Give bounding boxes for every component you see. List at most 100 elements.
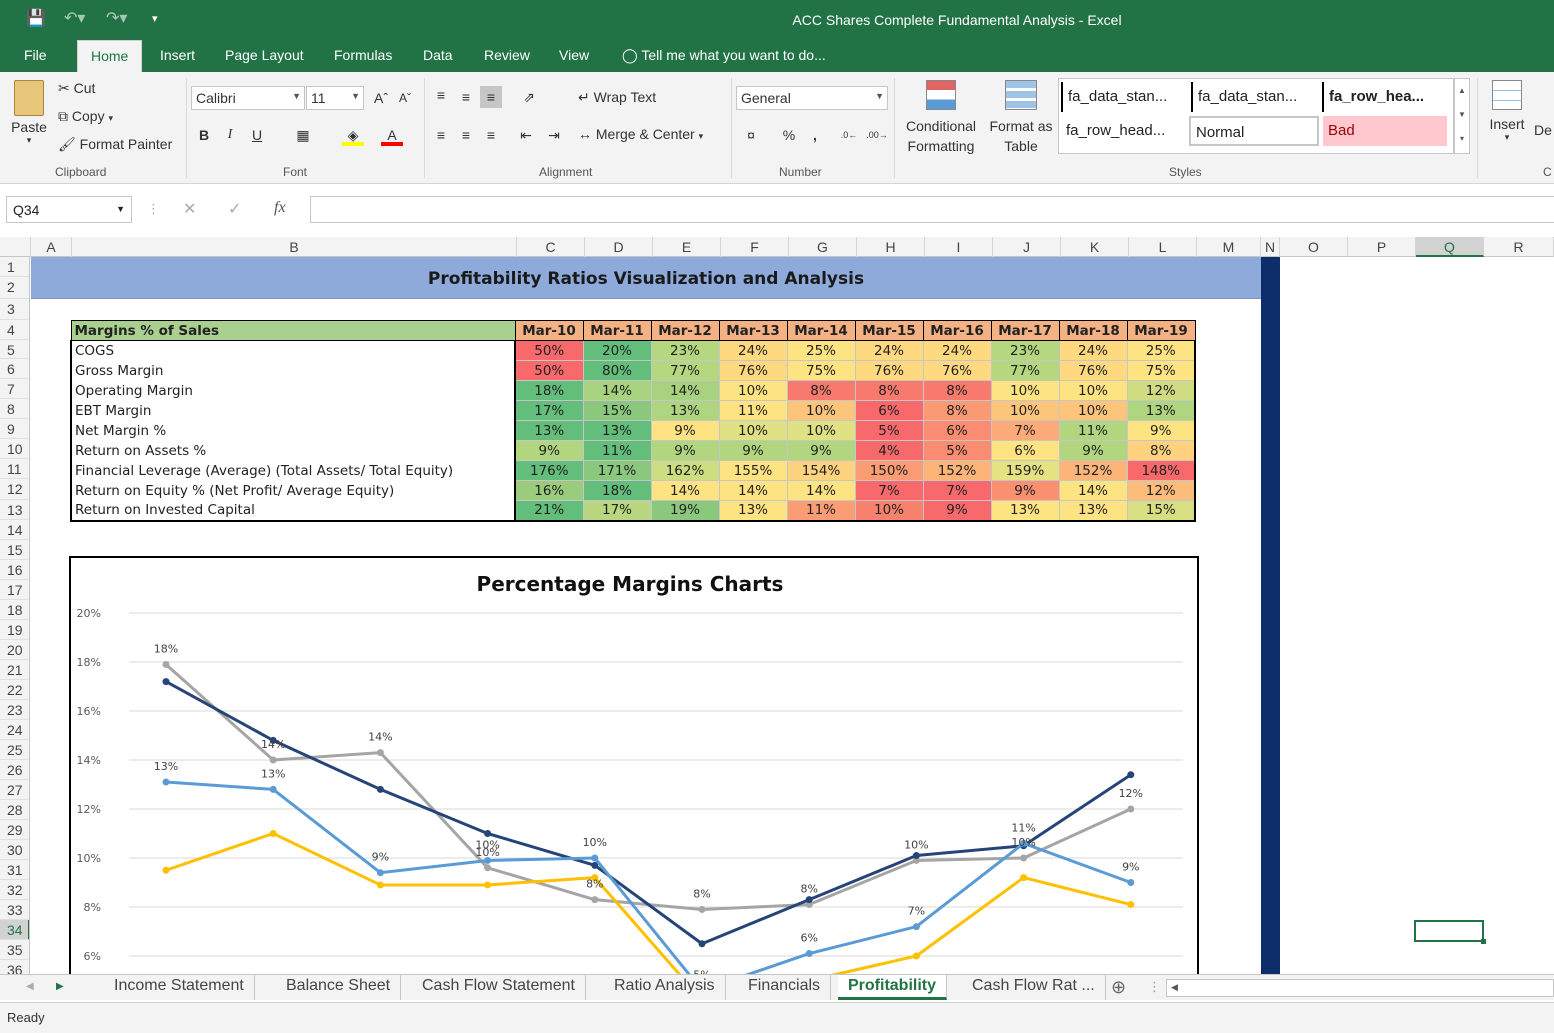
table-cell[interactable]: 9% <box>1126 420 1196 441</box>
row-label[interactable]: COGS <box>70 340 516 361</box>
table-cell[interactable]: 18% <box>582 480 652 501</box>
row-header[interactable]: 19 <box>0 620 29 640</box>
row-header[interactable]: 6 <box>0 359 29 379</box>
sheet-tab[interactable]: Financials <box>738 975 832 1000</box>
table-cell[interactable]: 9% <box>514 440 584 461</box>
tell-me-search[interactable]: ◯ Tell me what you want to do... <box>622 47 826 64</box>
column-header[interactable]: J <box>993 237 1061 257</box>
column-header[interactable]: O <box>1280 237 1348 257</box>
paste-button[interactable]: Paste ▾ <box>10 80 48 146</box>
align-right-icon[interactable]: ≡ <box>486 127 496 143</box>
table-cell[interactable]: 12% <box>1126 380 1196 401</box>
period-header[interactable]: Mar-19 <box>1126 320 1196 341</box>
tab-page-layout[interactable]: Page Layout <box>225 47 304 63</box>
row-label[interactable]: Financial Leverage (Average) (Total Asse… <box>70 460 516 481</box>
table-cell[interactable]: 15% <box>1126 500 1196 522</box>
sheet-tab[interactable]: Profitability <box>838 975 948 1000</box>
increase-decimal-icon[interactable]: .0← <box>840 130 858 140</box>
table-cell[interactable]: 23% <box>650 340 720 361</box>
period-header[interactable]: Mar-15 <box>854 320 924 341</box>
row-header[interactable]: 35 <box>0 940 29 960</box>
undo-icon[interactable]: ↶▾ <box>64 10 86 27</box>
table-cell[interactable]: 8% <box>922 380 992 401</box>
row-header[interactable]: 28 <box>0 800 29 820</box>
row-label[interactable]: EBT Margin <box>70 400 516 421</box>
table-cell[interactable]: 5% <box>922 440 992 461</box>
table-cell[interactable]: 19% <box>650 500 720 522</box>
row-header[interactable]: 3 <box>0 299 29 320</box>
column-header[interactable]: F <box>721 237 789 257</box>
table-cell[interactable]: 10% <box>990 400 1060 421</box>
table-cell[interactable]: 77% <box>990 360 1060 381</box>
row-header[interactable]: 32 <box>0 880 29 900</box>
table-cell[interactable]: 7% <box>922 480 992 501</box>
insert-function-icon[interactable]: fx <box>274 199 286 216</box>
column-header[interactable]: D <box>585 237 653 257</box>
period-header[interactable]: Mar-17 <box>990 320 1060 341</box>
selected-cell-q34[interactable] <box>1414 920 1486 944</box>
cut-button[interactable]: ✂ Cut <box>58 80 95 97</box>
table-cell[interactable]: 24% <box>854 340 924 361</box>
table-cell[interactable]: 9% <box>1058 440 1128 461</box>
column-header[interactable]: G <box>789 237 857 257</box>
column-header[interactable]: A <box>31 237 72 257</box>
table-cell[interactable]: 11% <box>786 500 856 522</box>
table-cell[interactable]: 20% <box>582 340 652 361</box>
table-cell[interactable]: 152% <box>922 460 992 481</box>
table-cell[interactable]: 10% <box>718 380 788 401</box>
row-header[interactable]: 17 <box>0 580 29 600</box>
table-cell[interactable]: 148% <box>1126 460 1196 481</box>
tab-data[interactable]: Data <box>423 47 453 63</box>
table-cell[interactable]: 76% <box>854 360 924 381</box>
table-cell[interactable]: 23% <box>990 340 1060 361</box>
format-as-table-button[interactable]: Format as Table <box>986 80 1056 156</box>
borders-icon[interactable]: ▦ <box>296 127 310 143</box>
row-header[interactable]: 27 <box>0 780 29 800</box>
table-cell[interactable]: 14% <box>786 480 856 501</box>
align-top-icon[interactable]: ≡ <box>436 87 446 103</box>
table-cell[interactable]: 7% <box>990 420 1060 441</box>
sheet-tab[interactable]: Cash Flow Statement <box>412 975 586 1000</box>
table-cell[interactable]: 155% <box>718 460 788 481</box>
table-cell[interactable]: 25% <box>786 340 856 361</box>
row-header[interactable]: 29 <box>0 820 29 840</box>
cancel-icon[interactable]: ✕ <box>183 201 197 218</box>
period-header[interactable]: Mar-13 <box>718 320 788 341</box>
table-cell[interactable]: 152% <box>1058 460 1128 481</box>
row-header[interactable]: 7 <box>0 379 29 399</box>
table-cell[interactable]: 5% <box>854 420 924 441</box>
row-header[interactable]: 25 <box>0 740 29 760</box>
table-cell[interactable]: 18% <box>514 380 584 401</box>
table-header-label[interactable]: Margins % of Sales <box>70 320 516 341</box>
row-header[interactable]: 24 <box>0 720 29 740</box>
period-header[interactable]: Mar-14 <box>786 320 856 341</box>
table-cell[interactable]: 17% <box>514 400 584 421</box>
table-cell[interactable]: 11% <box>718 400 788 421</box>
orientation-icon[interactable]: ⇗ <box>523 89 535 105</box>
row-label[interactable]: Gross Margin <box>70 360 516 381</box>
scroll-left-icon[interactable]: ◀ <box>1171 982 1178 992</box>
comma-button[interactable]: , <box>813 127 817 143</box>
table-cell[interactable]: 77% <box>650 360 720 381</box>
table-cell[interactable]: 13% <box>990 500 1060 522</box>
enter-icon[interactable]: ✓ <box>228 201 242 218</box>
period-header[interactable]: Mar-12 <box>650 320 720 341</box>
table-cell[interactable]: 9% <box>650 440 720 461</box>
row-header[interactable]: 8 <box>0 399 29 419</box>
table-cell[interactable]: 10% <box>990 380 1060 401</box>
period-header[interactable]: Mar-16 <box>922 320 992 341</box>
table-cell[interactable]: 6% <box>990 440 1060 461</box>
worksheet[interactable]: Profitability Ratios Visualization and A… <box>31 257 1554 975</box>
table-cell[interactable]: 15% <box>582 400 652 421</box>
table-cell[interactable]: 76% <box>718 360 788 381</box>
percent-button[interactable]: % <box>782 127 796 143</box>
period-header[interactable]: Mar-10 <box>514 320 584 341</box>
row-header[interactable]: 2 <box>0 277 29 299</box>
row-header[interactable]: 36 <box>0 960 29 975</box>
row-header[interactable]: 14 <box>0 520 29 540</box>
row-header[interactable]: 11 <box>0 459 29 479</box>
row-label[interactable]: Operating Margin <box>70 380 516 401</box>
sheet-tab[interactable]: Income Statement <box>104 975 255 1000</box>
period-header[interactable]: Mar-18 <box>1058 320 1128 341</box>
align-bottom-icon[interactable]: ≡ <box>480 86 502 108</box>
